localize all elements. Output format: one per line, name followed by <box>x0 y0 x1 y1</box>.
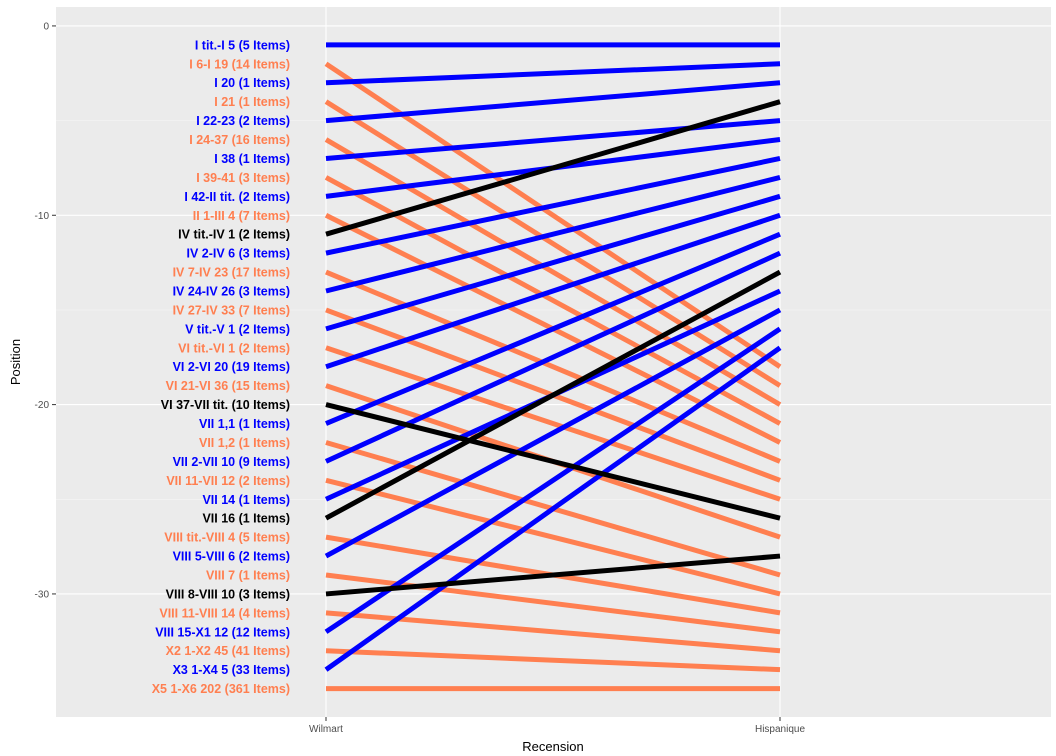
series-line <box>324 175 782 426</box>
series-label: IV 7-IV 23 (17 Items) <box>173 266 290 280</box>
series-line <box>325 269 781 464</box>
series-label: VI tit.-VI 1 (2 Items) <box>178 341 290 355</box>
series-label: X5 1-X6 202 (361 Items) <box>152 682 290 696</box>
series-line <box>324 250 782 464</box>
series-line <box>324 345 782 672</box>
series-line <box>325 80 781 124</box>
series-label: VIII 11-VIII 14 (4 Items) <box>159 606 290 620</box>
series-line <box>324 137 782 407</box>
series-label: VII 1,2 (1 Items) <box>199 436 290 450</box>
x-tick-label: Wilmart <box>309 724 343 735</box>
series-line <box>325 61 781 86</box>
series-line <box>325 477 781 597</box>
series-line <box>325 212 781 370</box>
y-tick-label: -30 <box>35 589 50 600</box>
x-axis-ticks: Wilmart Hispanique <box>309 717 805 735</box>
series-line <box>324 307 782 559</box>
series-label: I 38 (1 Items) <box>214 152 290 166</box>
series-label: IV tit.-IV 1 (2 Items) <box>178 228 290 242</box>
series-label: VI 21-VI 36 (15 Items) <box>166 379 290 393</box>
series-label: VIII 8-VIII 10 (3 Items) <box>166 587 290 601</box>
series-label: VIII tit.-VIII 4 (5 Items) <box>164 531 290 545</box>
series-label: I 39-41 (3 Items) <box>196 171 290 185</box>
series-labels: I tit.-I 5 (5 Items) I 6-I 19 (14 Items) I… <box>152 38 290 696</box>
series-label: I 21 (1 Items) <box>214 95 290 109</box>
series-label: VII 14 (1 Items) <box>202 493 290 507</box>
series-label: I tit.-I 5 (5 Items) <box>195 38 290 52</box>
series-label: X2 1-X2 45 (41 Items) <box>166 644 290 658</box>
series-line <box>325 345 781 502</box>
series-label: II 1-III 4 (7 Items) <box>193 209 290 223</box>
series-line <box>324 326 782 634</box>
x-tick-label: Hispanique <box>755 724 805 735</box>
series-line <box>325 553 781 597</box>
plot-panel <box>56 7 1051 717</box>
series-label: VIII 5-VIII 6 (2 Items) <box>173 550 290 564</box>
series-label: VIII 15-X1 12 (12 Items) <box>155 625 290 639</box>
y-axis-title: Position <box>8 339 23 385</box>
y-axis-ticks: 0 -10 -20 -30 <box>35 21 56 600</box>
series-line <box>325 572 781 635</box>
series-label: IV 27-IV 33 (7 Items) <box>173 303 290 317</box>
series-label: I 24-37 (16 Items) <box>189 133 290 147</box>
series-label: V tit.-V 1 (2 Items) <box>185 322 290 336</box>
series-label: I 22-23 (2 Items) <box>196 114 290 128</box>
series-label: I 20 (1 Items) <box>214 76 290 90</box>
series-line <box>324 99 782 388</box>
series-label: I 6-I 19 (14 Items) <box>189 57 290 71</box>
series-line <box>325 231 781 426</box>
y-tick-label: -10 <box>35 211 50 222</box>
gridlines <box>56 7 1051 717</box>
series-label: I 42-II tit. (2 Items) <box>184 190 290 204</box>
series-label: X3 1-X4 5 (33 Items) <box>173 663 290 677</box>
x-axis-title: Recension <box>522 739 583 754</box>
series-line <box>325 156 781 256</box>
series-lines <box>324 42 782 692</box>
series-line <box>325 648 781 673</box>
series-label: VIII 7 (1 Items) <box>206 569 290 583</box>
series-label: VII 11-VII 12 (2 Items) <box>166 474 290 488</box>
series-line <box>325 118 781 161</box>
series-line <box>325 402 781 521</box>
series-line <box>325 610 781 654</box>
series-line <box>325 174 781 294</box>
series-label: VII 16 (1 Items) <box>202 512 290 526</box>
y-tick-label: 0 <box>43 21 49 32</box>
series-label: IV 24-IV 26 (3 Items) <box>173 285 290 299</box>
y-tick-label: -20 <box>35 400 50 411</box>
series-label: VII 1,1 (1 Items) <box>199 417 290 431</box>
series-line <box>324 269 782 521</box>
series-label: IV 2-IV 6 (3 Items) <box>186 247 290 261</box>
series-label: VII 2-VII 10 (9 Items) <box>173 455 290 469</box>
series-label: VI 37-VII tit. (10 Items) <box>161 398 290 412</box>
series-line <box>325 99 781 237</box>
series-line <box>325 193 781 332</box>
series-label: VI 2-VI 20 (19 Items) <box>173 360 290 374</box>
